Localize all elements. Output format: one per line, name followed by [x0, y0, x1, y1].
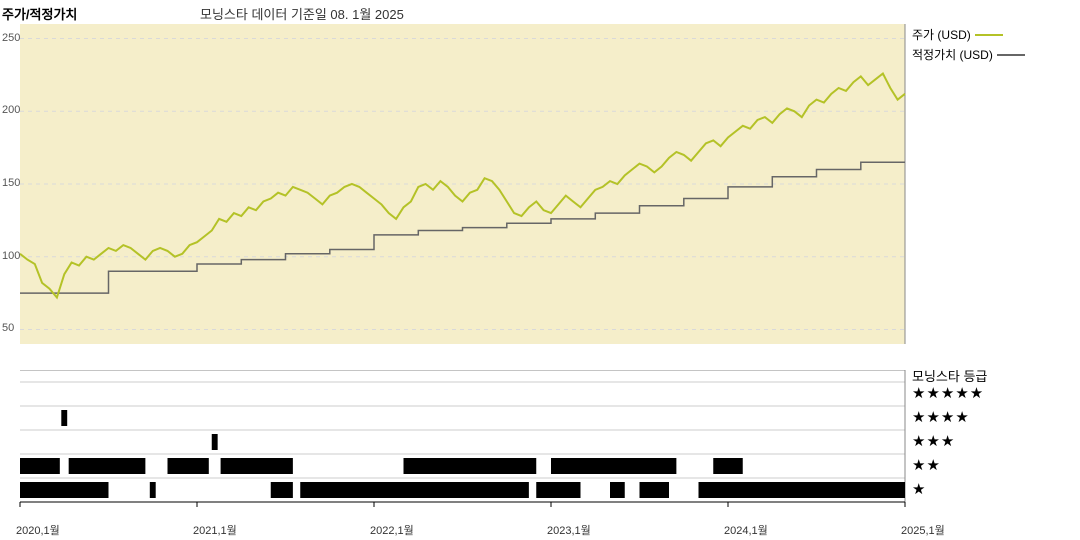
y-tick-label: 100 — [2, 250, 20, 262]
x-tick-label: 2020,1월 — [16, 522, 60, 538]
rating-stars-2: ★★ — [912, 456, 941, 474]
x-tick-label: 2021,1월 — [193, 522, 237, 538]
legend-item-price: 주가 (USD) — [912, 26, 1003, 43]
x-tick-label: 2024,1월 — [724, 522, 768, 538]
y-tick-label: 200 — [2, 104, 20, 116]
y-tick-label: 50 — [2, 322, 14, 334]
x-tick-label: 2023,1월 — [547, 522, 591, 538]
legend-label: 적정가치 (USD) — [912, 46, 993, 63]
legend-label: 주가 (USD) — [912, 26, 971, 43]
rating-stars-3: ★★★ — [912, 432, 955, 450]
x-tick-label: 2022,1월 — [370, 522, 414, 538]
rating-stars-5: ★★★★★ — [912, 384, 984, 402]
rating-stars-4: ★★★★ — [912, 408, 970, 426]
y-tick-label: 250 — [2, 32, 20, 44]
rating-title: 모닝스타 등급 — [912, 366, 987, 385]
y-tick-label: 150 — [2, 177, 20, 189]
legend-swatch — [975, 34, 1003, 36]
x-tick-label: 2025,1월 — [901, 522, 945, 538]
legend-item-fair: 적정가치 (USD) — [912, 46, 1025, 63]
rating-stars-1: ★ — [912, 480, 926, 498]
rating-barcode-chart — [0, 370, 907, 512]
legend-swatch — [997, 54, 1025, 56]
price-fair-value-chart — [0, 0, 907, 346]
